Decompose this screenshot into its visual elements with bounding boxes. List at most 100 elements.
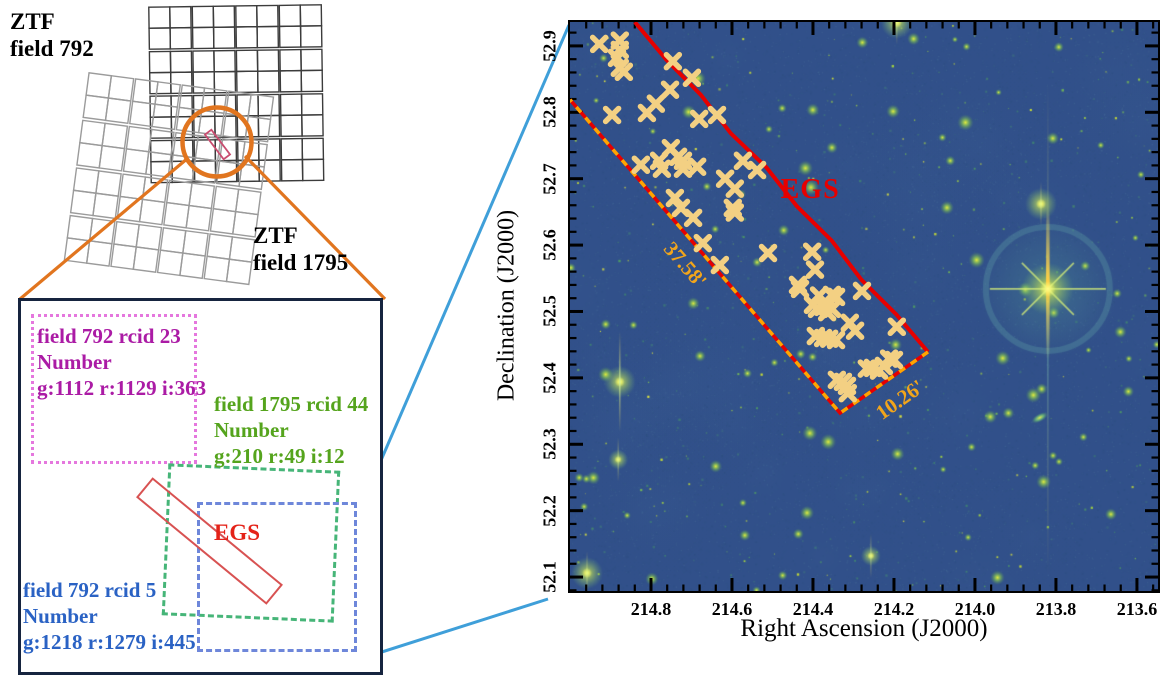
transient-marker-stroke (845, 321, 865, 340)
y-tick-label: 52.6 (539, 229, 560, 261)
y-tick-label: 52.4 (539, 362, 560, 394)
ztf-1795-grid-cell (76, 141, 103, 169)
ztf-1795-grid-cell (163, 201, 190, 229)
transient-marker (602, 105, 622, 125)
ztf-792-grid-cell (301, 137, 325, 161)
ztf-792-grid-cell (148, 50, 172, 74)
rcid5-title: field 792 rcid 5 (23, 578, 157, 602)
ztf-792-grid-cell (280, 137, 304, 161)
ztf-1795-grid-cell (138, 198, 166, 226)
y-tick-label: 52.8 (539, 96, 560, 129)
transient-marker (747, 160, 767, 180)
transient-marker-stroke (733, 151, 753, 171)
ztf-792-grid-cell (256, 49, 280, 72)
transient-marker-stroke (805, 260, 825, 279)
transient-marker-stroke (687, 157, 707, 176)
ztf-1795-grid-cell (135, 223, 163, 251)
transient-marker (758, 243, 778, 263)
transient-marker-stroke (637, 103, 657, 123)
transient-marker (689, 109, 709, 129)
rcid23-info: field 792 rcid 23 Number g:1112 r:1129 i… (37, 323, 206, 401)
transient-marker-stroke (884, 350, 904, 370)
transient-marker-stroke (665, 188, 685, 208)
ztf-1795-grid-cell (145, 150, 172, 178)
transient-marker (682, 68, 702, 88)
transient-marker (845, 321, 865, 340)
transient-marker (707, 105, 727, 125)
ztf-792-grid-cell (257, 93, 281, 117)
transient-marker (673, 159, 693, 178)
ztf-792-grid-cell (235, 70, 259, 94)
transient-marker-stroke (725, 179, 745, 198)
transient-marker-stroke (887, 317, 907, 337)
plot-overlay (570, 22, 1158, 591)
ztf-792-grid-cell (148, 27, 172, 50)
ztf-1795-grid-cell (107, 74, 135, 102)
y-tick-label: 52.7 (539, 162, 560, 195)
ztf-1795-grid-cell (188, 182, 216, 210)
y-tick-label: 52.5 (539, 295, 560, 328)
ztf-1795-grid-cell (212, 185, 240, 213)
egs-plot-label: EGS (780, 173, 840, 205)
ztf-792-grid-cell (301, 114, 324, 137)
ztf-1795-grid-cell (203, 255, 231, 283)
transient-marker (887, 317, 907, 337)
rcid23-counts: g:1112 r:1129 i:363 (37, 376, 207, 400)
transient-marker-stroke (660, 80, 680, 99)
transient-marker-stroke (689, 109, 709, 129)
ztf-1795-grid-cell (147, 128, 175, 156)
ztf-1795-grid-cell (131, 78, 159, 105)
ztf-1795-grid-cell (82, 94, 110, 122)
detail-box: field 792 rcid 23 Number g:1112 r:1129 i… (18, 298, 383, 675)
transient-marker (826, 330, 846, 350)
ztf-1795-grid-cell (197, 109, 225, 137)
transient-marker (687, 157, 707, 176)
transient-marker-stroke (715, 169, 735, 188)
egs-strip-dashed-edge (570, 98, 929, 416)
highlight-circle (180, 105, 254, 179)
transient-marker (660, 80, 680, 99)
x-tick-label: 214.0 (954, 599, 996, 619)
transient-marker-stroke (827, 370, 847, 390)
y-tick-label: 52.1 (539, 561, 560, 593)
ztf-792-grid-cell (192, 50, 215, 73)
transient-marker (663, 51, 683, 71)
ztf-1795-grid-cell (159, 227, 187, 254)
ztf-792-grid-cell (212, 26, 236, 50)
transient-marker (693, 233, 713, 253)
ztf-1795-grid-cell (185, 204, 213, 232)
transient-marker (631, 155, 651, 174)
ztf-792-grid-cell (212, 5, 236, 29)
ztf-1795-grid-cell (122, 148, 150, 175)
ztf-792-grid-cell (169, 50, 193, 74)
rcid5-footprint-rect (197, 502, 357, 652)
sky-image-plot: EGS 37.58' 10.26' 214.8 214.6 214.4 214.2 21… (540, 20, 1160, 619)
transient-marker (852, 281, 872, 301)
transient-marker-stroke (631, 155, 651, 174)
zoom-line-left (18, 156, 190, 301)
rcid44-subtitle: Number (214, 418, 289, 442)
transient-marker-stroke (826, 330, 846, 350)
transient-marker (838, 383, 858, 403)
rcid44-info: field 1795 rcid 44 Number g:210 r:49 i:1… (214, 391, 368, 469)
ztf-1795-grid-cell (182, 229, 209, 257)
transient-marker-stroke (790, 279, 810, 299)
ztf-field-792-label: ZTF field 792 (10, 8, 94, 62)
egs-strip-solid-edge (633, 22, 930, 354)
ztf-792-grid-cell (301, 158, 325, 182)
ztf-1795-grid-cell (104, 97, 132, 125)
ztf-792-grid-cell (235, 49, 259, 73)
ztf-792-grid-cell (300, 69, 324, 93)
ztf-792-grid-cell (169, 26, 193, 50)
ztf-1795-grid-cell (128, 100, 156, 128)
ztf-792-grid-cell (149, 139, 173, 163)
ztf-792-grid-cell (279, 93, 303, 117)
rcid5-counts: g:1218 r:1279 i:445 (23, 630, 196, 654)
transient-marker (637, 103, 657, 123)
ztf-field-792-line2: field 792 (10, 36, 94, 61)
y-tick-label: 52.3 (539, 428, 560, 461)
ztf-792-grid-cell (278, 25, 302, 49)
x-axis-title: Right Ascension (J2000) (740, 615, 988, 642)
transient-marker (874, 356, 894, 376)
